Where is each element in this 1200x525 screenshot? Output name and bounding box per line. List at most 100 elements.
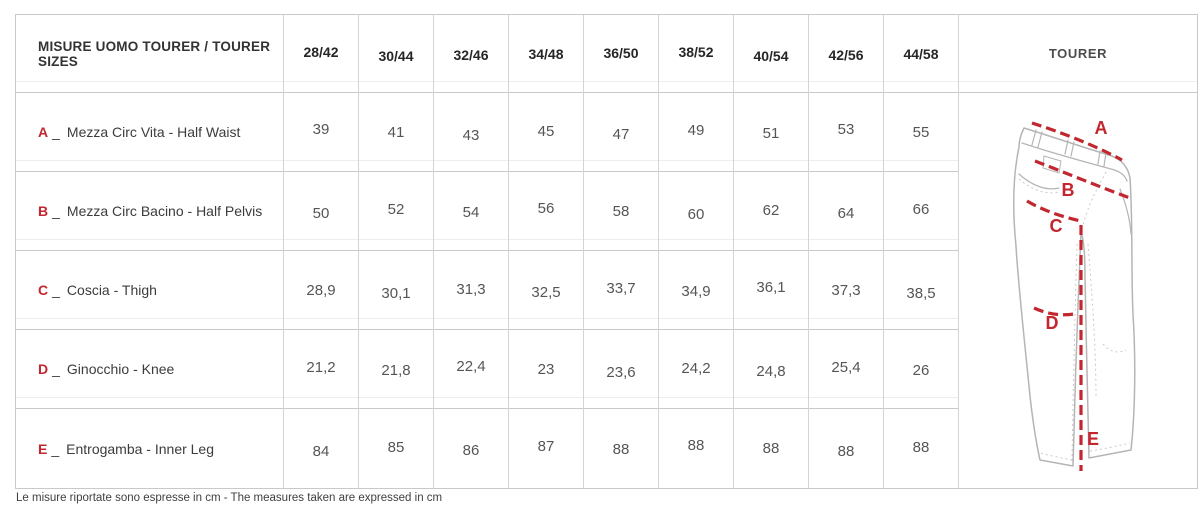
size-column: 30/44 41 52 30,1 21,8 85	[359, 15, 434, 488]
value: 37,3	[831, 281, 861, 299]
size-header-cell: 40/54	[734, 15, 808, 93]
measure-labels: A B C D E	[1046, 118, 1108, 449]
value-cell: 36,1	[734, 251, 808, 330]
value: 55	[912, 123, 930, 141]
size-column: 38/52 49 60 34,9 24,2 88	[659, 15, 734, 488]
value: 49	[687, 121, 705, 139]
measure-label-c: C	[1050, 216, 1063, 236]
value: 88	[837, 443, 855, 460]
value: 54	[462, 203, 480, 221]
row-label: Coscia - Thigh	[66, 282, 157, 298]
size-column: 34/48 45 56 32,5 23 87	[509, 15, 584, 488]
value-cell: 39	[284, 93, 358, 172]
value: 50	[312, 204, 330, 222]
value: 84	[312, 443, 330, 460]
measure-line-c	[1026, 199, 1082, 223]
size-column: 32/46 43 54 31,3 22,4 86	[434, 15, 509, 488]
value: 47	[612, 125, 630, 143]
size-header-label: 28/42	[303, 43, 339, 60]
value: 88	[612, 441, 630, 458]
value-cell: 22,4	[434, 330, 508, 409]
value-cell: 84	[284, 409, 358, 488]
value: 66	[912, 200, 930, 218]
value-cell: 51	[734, 93, 808, 172]
value-cell: 28,9	[284, 251, 358, 330]
value: 43	[462, 126, 480, 144]
size-column: 44/58 55 66 38,5 26 88	[884, 15, 959, 488]
value-cell: 58	[584, 172, 658, 251]
row-letter: A	[38, 124, 49, 140]
letter-separator: _	[52, 203, 60, 219]
row-letter: D	[38, 361, 49, 377]
measure-line-d	[1033, 306, 1075, 316]
size-header-cell: 34/48	[509, 15, 583, 93]
value-cell: 32,5	[509, 251, 583, 330]
value: 51	[762, 124, 780, 142]
value-cell: 43	[434, 93, 508, 172]
value: 22,4	[456, 357, 486, 375]
diagram-column: TOURER	[959, 15, 1197, 488]
value: 56	[537, 199, 555, 217]
value: 26	[912, 361, 930, 379]
value-cell: 62	[734, 172, 808, 251]
size-header-label: 34/48	[528, 45, 564, 62]
value-cell: 54	[434, 172, 508, 251]
value-cell: 60	[659, 172, 733, 251]
value: 32,5	[531, 283, 561, 301]
value-cell: 66	[884, 172, 958, 251]
value-cell: 55	[884, 93, 958, 172]
value-cell: 41	[359, 93, 433, 172]
size-chart-table: MISURE UOMO TOURER / TOURER SIZES A _ Mezz…	[15, 14, 1198, 489]
row-label-cell: D _ Ginocchio - Knee	[16, 330, 283, 409]
diagram-title: TOURER	[959, 15, 1197, 93]
size-header-label: 36/50	[603, 44, 639, 61]
row-letter: B	[38, 203, 49, 219]
measure-label-b: B	[1062, 180, 1075, 200]
value-cell: 64	[809, 172, 883, 251]
size-header-label: 40/54	[753, 47, 789, 64]
row-letter: C	[38, 282, 49, 298]
value-cell: 85	[359, 409, 433, 488]
value-cell: 37,3	[809, 251, 883, 330]
row-label-cell: C _ Coscia - Thigh	[16, 251, 283, 330]
measure-line-b	[1034, 159, 1131, 200]
value: 64	[837, 204, 855, 222]
diagram-title-text: TOURER	[1048, 46, 1108, 61]
table-title: MISURE UOMO TOURER / TOURER SIZES	[16, 15, 283, 93]
value: 23	[537, 360, 555, 378]
size-header-cell: 42/56	[809, 15, 883, 93]
value-cell: 38,5	[884, 251, 958, 330]
letter-separator: _	[51, 440, 60, 457]
value-cell: 87	[509, 409, 583, 488]
value: 23,6	[606, 363, 636, 381]
value: 38,5	[906, 284, 936, 302]
row-label-cell: E _ Entrogamba - Inner Leg	[16, 409, 283, 488]
size-header-label: 44/58	[903, 45, 939, 62]
value-cell: 86	[434, 409, 508, 488]
table-title-text: MISURE UOMO TOURER / TOURER SIZES	[38, 38, 271, 69]
letter-separator: _	[52, 124, 60, 140]
row-letter: E	[38, 440, 48, 457]
size-header-cell: 38/52	[659, 15, 733, 93]
value: 52	[387, 200, 405, 218]
measure-label-e: E	[1087, 429, 1099, 449]
pants-stitching	[1018, 171, 1131, 462]
value-cell: 52	[359, 172, 433, 251]
value: 39	[312, 120, 330, 138]
value: 60	[687, 205, 705, 223]
value-cell: 47	[584, 93, 658, 172]
value: 45	[537, 122, 555, 140]
measure-line-a	[1031, 120, 1123, 161]
value-cell: 88	[734, 409, 808, 488]
row-label: Entrogamba - Inner Leg	[66, 440, 215, 457]
value: 88	[762, 440, 780, 457]
row-label-cell: B _ Mezza Circ Bacino - Half Pelvis	[16, 172, 283, 251]
value-cell: 26	[884, 330, 958, 409]
value-cell: 24,8	[734, 330, 808, 409]
size-header-label: 32/46	[453, 46, 489, 63]
value-cell: 88	[659, 409, 733, 488]
value: 36,1	[756, 278, 786, 296]
value: 53	[837, 120, 855, 138]
pants-diagram-cell: A B C D E	[959, 93, 1197, 488]
value: 25,4	[831, 358, 861, 376]
